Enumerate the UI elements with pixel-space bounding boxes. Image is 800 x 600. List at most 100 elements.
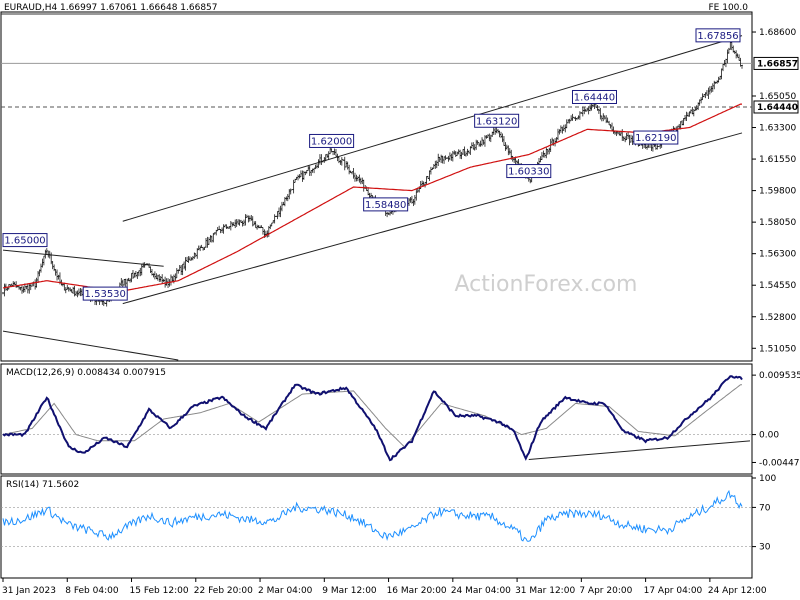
price-tick-label: 1.63300: [759, 124, 796, 134]
price-bar: [273, 214, 276, 224]
price-bar: [500, 131, 503, 139]
price-bar: [730, 41, 733, 51]
price-bar: [359, 177, 362, 185]
price-bar: [313, 167, 316, 174]
price-bar: [736, 53, 739, 58]
price-bar: [28, 283, 31, 294]
price-bar: [75, 290, 78, 297]
time-tick-label: 15 Feb 12:00: [130, 586, 189, 596]
price-bar: [345, 161, 348, 168]
annotation-label: 1.53530: [85, 289, 126, 300]
price-bar: [301, 170, 304, 182]
price-bar: [720, 68, 723, 80]
price-tick-label: 1.65050: [759, 92, 796, 102]
price-bar: [197, 245, 200, 251]
rsi-line: [2, 489, 743, 542]
price-bar: [625, 132, 628, 141]
price-bar: [554, 138, 557, 147]
price-bar: [207, 237, 210, 245]
price-bar: [72, 286, 75, 294]
price-bar: [57, 274, 60, 280]
price-bar: [222, 224, 225, 234]
price-bar: [611, 122, 614, 131]
price-bar: [289, 188, 292, 195]
annotation-1.53530: 1.53530: [82, 286, 128, 301]
price-bar: [181, 263, 184, 276]
price-bar: [353, 172, 356, 182]
annotation-label: 1.58480: [365, 200, 406, 211]
price-bar: [276, 210, 279, 220]
macd-series: [1, 375, 752, 462]
price-bar: [295, 176, 298, 180]
price-bar: [475, 139, 478, 150]
rsi-tick-label: 100: [759, 474, 776, 484]
price-tick-label: 1.68600: [759, 28, 796, 38]
watermark: ActionForex.com: [455, 272, 638, 297]
price-bar: [226, 226, 229, 229]
price-bar: [256, 224, 259, 230]
price-bar: [177, 269, 180, 274]
price-bar: [329, 147, 332, 155]
price-bar: [238, 219, 241, 226]
price-bar: [716, 80, 719, 84]
price-bar: [3, 283, 6, 297]
price-bar: [149, 266, 152, 274]
price-bar: [169, 274, 172, 286]
price-bar: [79, 287, 82, 297]
price-bar: [482, 139, 485, 145]
price-bar: [508, 148, 511, 155]
price-bar: [26, 283, 29, 294]
price-bar: [297, 174, 300, 181]
price-bar: [323, 156, 326, 163]
price-tick-label: 1.58050: [759, 218, 796, 228]
price-bar: [66, 284, 69, 290]
price-bar: [362, 179, 365, 192]
macd-tick-label: 0.00: [759, 431, 779, 441]
price-bar: [599, 107, 602, 120]
price-bar: [727, 47, 730, 54]
rsi-title: RSI(14) 71.5602: [6, 480, 79, 490]
trendline-0: [122, 35, 743, 222]
price-bar: [358, 174, 361, 183]
price-bar: [457, 149, 460, 155]
price-bar: [545, 147, 548, 159]
price-bar: [605, 115, 608, 124]
price-bar: [320, 154, 323, 165]
price-bar: [142, 262, 145, 268]
price-tick-label: 1.52800: [759, 313, 796, 323]
current-price-tag: 1.66857: [753, 56, 799, 70]
price-bar: [219, 229, 222, 234]
price-bar: [292, 179, 295, 194]
price-bar: [183, 261, 186, 270]
price-bar: [158, 274, 161, 282]
price-bar: [408, 197, 411, 207]
price-axis: 1.68600 1.65050 1.63300 1.61550 1.59800 1.580…: [752, 28, 799, 354]
price-bar: [327, 151, 330, 160]
annotation-box: [363, 197, 409, 212]
price-tick-label: 1.51050: [759, 344, 796, 354]
price-bar: [511, 155, 514, 162]
price-bar: [139, 267, 142, 277]
macd-tick-label: 0.009535: [759, 371, 800, 381]
price-bar: [741, 64, 743, 69]
time-tick-label: 24 Apr 12:00: [708, 586, 767, 596]
price-bar: [412, 199, 415, 207]
price-bar: [710, 85, 713, 93]
annotation-1.58480: 1.58480: [363, 197, 409, 212]
price-bar: [437, 153, 440, 167]
price-bar: [337, 157, 340, 164]
trendline-3: [2, 330, 179, 361]
price-bar: [136, 272, 139, 279]
time-axis: 31 Jan 2023 8 Feb 04:00 15 Feb 12:00 22 Feb…: [2, 578, 767, 596]
price-bar: [206, 236, 209, 248]
price-bar: [682, 118, 685, 126]
price-bar: [343, 156, 346, 171]
rsi-series: [1, 489, 752, 547]
price-bar: [269, 224, 272, 230]
price-bar: [29, 284, 32, 291]
price-bar: [435, 160, 438, 169]
annotation-box: [82, 286, 128, 301]
price-bar: [472, 142, 475, 150]
price-bar: [434, 160, 437, 169]
